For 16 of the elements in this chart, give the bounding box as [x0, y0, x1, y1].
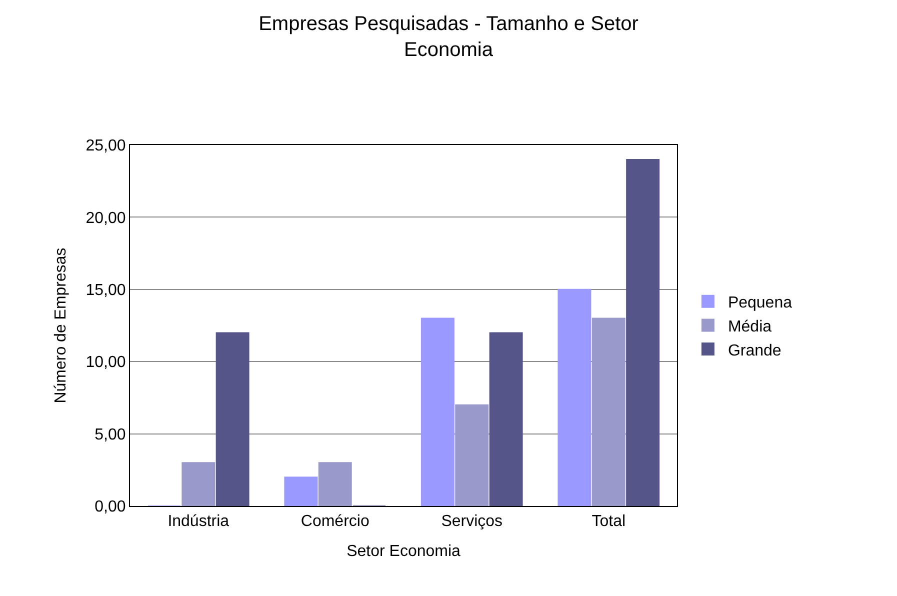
x-tick-label: Total: [592, 513, 626, 530]
x-tick-label: Serviços: [441, 513, 503, 530]
x-tick-label: Comércio: [300, 513, 370, 530]
y-tick-label: 0,00: [94, 498, 126, 516]
y-tick-label: 5,00: [94, 426, 126, 444]
chart-title: Empresas Pesquisadas - Tamanho e Setor Economia: [258, 12, 639, 61]
legend-label: Média: [728, 318, 772, 336]
y-tick-label: 20,00: [86, 210, 126, 227]
y-tick-label: 25,00: [86, 138, 126, 155]
legend-label: Pequena: [728, 294, 792, 312]
legend-label: Grande: [728, 342, 782, 360]
x-axis-title: Setor Economia: [346, 542, 461, 560]
y-tick-label: 15,00: [86, 282, 126, 299]
y-tick-label: 10,00: [86, 354, 126, 372]
x-tick-label: Indústria: [168, 513, 230, 530]
y-axis-title: Número de Empresas: [52, 248, 70, 404]
